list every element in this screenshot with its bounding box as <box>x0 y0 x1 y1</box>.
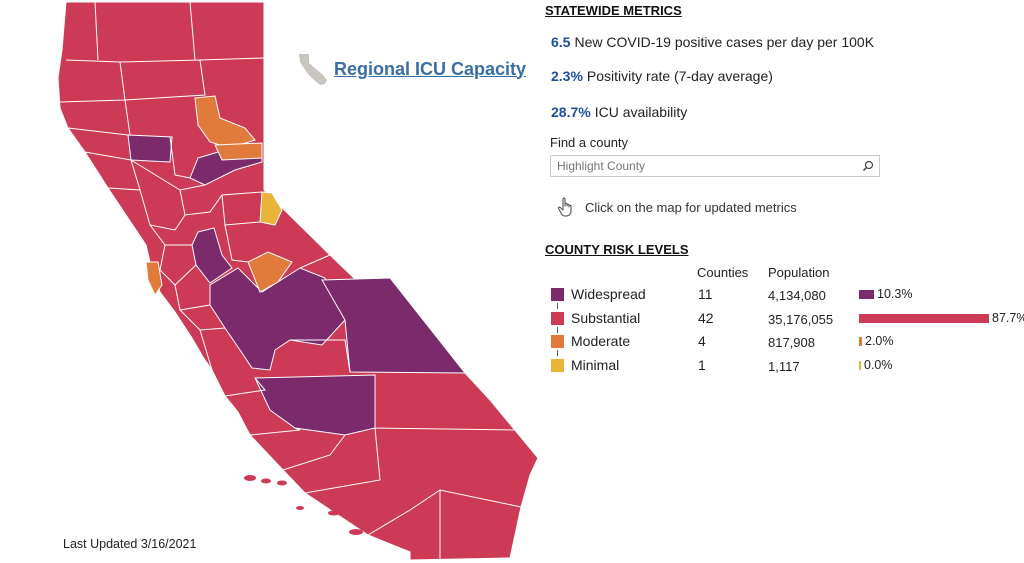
pointer-hand-icon <box>557 197 572 217</box>
metric-icu-label: ICU availability <box>594 104 688 120</box>
risk-row-moderate[interactable]: Moderate 4 817,908 2.0% <box>545 333 1024 353</box>
swatch-widespread <box>551 288 564 301</box>
metric-cases: 6.5 New COVID-19 positive cases per day p… <box>551 34 874 50</box>
population-share-label: 87.7% <box>992 311 1024 325</box>
risk-population: 1,117 <box>768 359 800 374</box>
regional-icu-capacity-label: Regional ICU Capacity <box>334 58 527 79</box>
legend-connector <box>557 350 558 356</box>
county-search-input[interactable] <box>551 156 863 176</box>
risk-level-label: Moderate <box>571 333 631 349</box>
metric-cases-label: New COVID-19 positive cases per day per … <box>574 34 875 50</box>
county-moderate <box>194 95 256 149</box>
county-moderate <box>247 251 293 293</box>
population-share-bar <box>859 290 874 299</box>
risk-row-substantial[interactable]: Substantial 42 35,176,055 87.7% <box>545 310 1024 330</box>
metric-icu: 28.7% ICU availability <box>551 104 687 120</box>
county-moderate <box>145 261 163 296</box>
population-share-bar <box>859 361 861 370</box>
risk-level-label: Widespread <box>571 286 646 302</box>
risk-level-label: Substantial <box>571 310 641 326</box>
state-outline <box>57 1 539 561</box>
find-county-label: Find a county <box>550 135 629 150</box>
last-updated: Last Updated 3/16/2021 <box>63 537 197 551</box>
legend-connector <box>557 303 558 309</box>
legend-connector <box>557 327 558 333</box>
island <box>328 510 340 516</box>
col-header-population: Population <box>768 265 830 280</box>
county-search-box[interactable] <box>550 155 880 177</box>
county-borders <box>59 2 522 560</box>
risk-county-count: 42 <box>698 310 714 326</box>
metric-positivity-value: 2.3% <box>551 68 583 84</box>
map-click-hint-text: Click on the map for updated metrics <box>585 199 797 215</box>
swatch-substantial <box>551 312 564 325</box>
island <box>277 480 287 486</box>
county-moderate <box>214 142 263 161</box>
population-share-bar <box>859 314 989 323</box>
regional-icu-capacity-link[interactable]: Regional ICU Capacity <box>296 52 526 86</box>
county-widespread <box>321 277 467 374</box>
risk-population: 35,176,055 <box>768 312 834 327</box>
metric-cases-value: 6.5 <box>551 34 571 50</box>
island <box>296 506 304 510</box>
channel-islands <box>244 475 363 535</box>
risk-population: 817,908 <box>768 335 815 350</box>
metric-icu-value: 28.7% <box>551 104 591 120</box>
risk-population: 4,134,080 <box>768 288 826 303</box>
california-county-map[interactable] <box>0 0 540 563</box>
population-share-label: 10.3% <box>877 287 913 301</box>
risk-county-count: 11 <box>698 286 713 302</box>
risk-row-minimal[interactable]: Minimal 1 1,117 0.0% <box>545 357 1024 377</box>
search-icon[interactable] <box>862 160 874 172</box>
population-share-label: 2.0% <box>865 334 894 348</box>
county-minimal <box>259 191 283 226</box>
swatch-moderate <box>551 335 564 348</box>
county-widespread <box>191 227 233 284</box>
risk-county-count: 4 <box>698 333 706 349</box>
moderate-counties <box>145 95 293 296</box>
risk-level-label: Minimal <box>571 357 620 373</box>
map-click-hint: Click on the map for updated metrics <box>555 196 797 218</box>
statewide-metrics-heading: STATEWIDE METRICS <box>545 3 682 18</box>
population-share-bar <box>859 337 862 346</box>
island <box>261 478 271 484</box>
col-header-counties: Counties <box>697 265 749 280</box>
swatch-minimal <box>551 359 564 372</box>
population-share-label: 0.0% <box>864 358 893 372</box>
county-widespread <box>127 134 173 163</box>
california-icon <box>299 54 327 85</box>
metric-positivity: 2.3% Positivity rate (7-day average) <box>551 68 773 84</box>
widespread-counties <box>127 134 467 436</box>
county-risk-levels-heading: COUNTY RISK LEVELS <box>545 242 689 257</box>
island <box>244 475 256 481</box>
risk-row-widespread[interactable]: Widespread 11 4,134,080 10.3% <box>545 286 1024 306</box>
risk-county-count: 1 <box>698 357 706 373</box>
island <box>349 529 363 535</box>
metric-positivity-label: Positivity rate (7-day average) <box>586 68 773 84</box>
